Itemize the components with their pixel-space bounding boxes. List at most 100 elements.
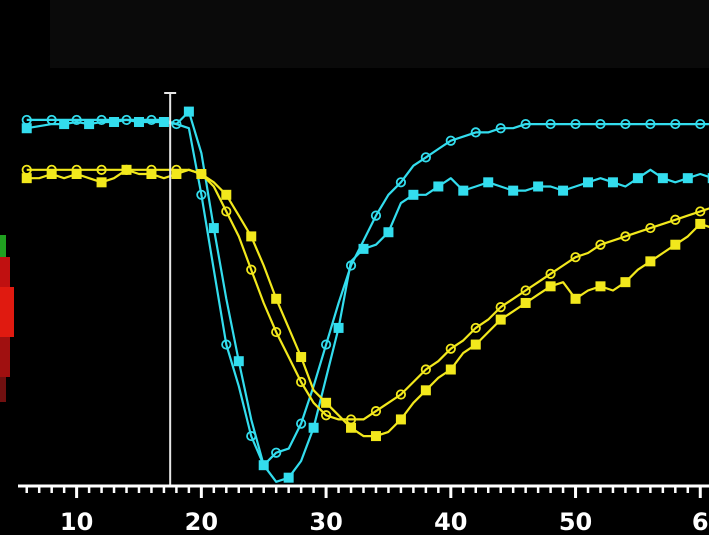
series-3-point — [695, 218, 706, 229]
series-4-point — [595, 239, 606, 250]
series-4-point — [171, 164, 182, 175]
series-3-point — [620, 277, 631, 288]
series-1-point — [208, 223, 219, 234]
series-4-point — [495, 302, 506, 313]
series-1-line — [26, 110, 709, 483]
series-2-point — [370, 210, 382, 221]
series-3-point — [271, 293, 282, 304]
x-tick-label: 40 — [434, 508, 467, 535]
x-tick-label: 6 — [692, 508, 709, 535]
series-1-point — [508, 185, 519, 196]
series-1-point — [408, 189, 419, 200]
series-1-point — [533, 181, 544, 192]
x-axis: 10 20 30 40 50 6 — [18, 484, 709, 535]
series-4-point — [645, 222, 656, 234]
series-2-point — [570, 118, 581, 130]
series-1-point — [308, 422, 319, 433]
series-2-point — [196, 189, 207, 200]
series-4-point — [570, 252, 581, 263]
series-2-point — [46, 114, 57, 126]
series-1-point — [558, 185, 569, 196]
series-4-line — [26, 168, 709, 421]
series-1-point — [84, 119, 95, 130]
series-3-point — [470, 339, 481, 350]
x-tick-label: 30 — [309, 508, 342, 535]
series-4-point — [520, 285, 531, 296]
series-4 — [21, 164, 709, 425]
series-3-point — [96, 177, 107, 188]
series-4-point — [545, 268, 556, 279]
series-1-point — [233, 356, 244, 367]
series-3-point — [520, 297, 531, 308]
series-4-point — [445, 343, 456, 354]
series-3-point — [395, 414, 406, 425]
series-1-point — [458, 185, 469, 196]
series-4-point — [620, 231, 631, 242]
series-3-point — [570, 293, 581, 304]
series-4-point — [320, 410, 332, 421]
series-4-point — [46, 164, 57, 175]
series-2-point — [121, 114, 132, 126]
series-2-point — [545, 118, 556, 130]
series-3-point — [321, 397, 332, 408]
series-2-line — [26, 118, 709, 467]
series-1-point — [21, 123, 32, 134]
series-2-point — [395, 177, 407, 188]
series-2-point — [71, 114, 82, 126]
series-3-point — [246, 231, 257, 242]
series-1-point — [358, 243, 369, 254]
series-2-point — [271, 447, 282, 458]
series-2-point — [470, 127, 481, 138]
series-2-point — [620, 118, 631, 130]
series-1-point — [283, 472, 294, 483]
series-3-point — [545, 281, 556, 292]
series-1-point — [632, 173, 643, 184]
series-2-point — [320, 339, 332, 350]
series-2-point — [345, 260, 357, 271]
series-4-point — [246, 264, 257, 275]
series-4-point — [21, 164, 32, 175]
series-1-point — [707, 173, 709, 184]
series-4-point — [470, 322, 481, 334]
series-1-point — [183, 106, 194, 117]
series-2-point — [96, 114, 107, 126]
series-1-point — [333, 322, 344, 333]
series-2-point — [695, 118, 706, 130]
series-4-point — [695, 206, 706, 217]
series-1-point — [59, 119, 70, 130]
color-scale-fragment — [0, 235, 14, 402]
series-2-point — [445, 135, 456, 146]
x-tick-label: 20 — [185, 508, 218, 535]
series-4-point — [221, 206, 232, 217]
series-4-point — [670, 214, 681, 225]
top-panel — [50, 0, 709, 68]
series-3-point — [645, 256, 656, 267]
series-3-point — [370, 431, 381, 442]
series-3-point — [445, 364, 456, 375]
series-3-point — [296, 352, 307, 363]
series-1-point — [607, 177, 618, 188]
series-2-point — [645, 118, 656, 130]
series-1-point — [109, 117, 120, 127]
series-4-point — [146, 164, 157, 175]
series-4-point — [71, 164, 82, 175]
series-2 — [21, 114, 709, 467]
series-4-point — [420, 364, 431, 375]
series-2-point — [595, 118, 606, 130]
series-2-point — [171, 118, 182, 130]
series-2-point — [296, 418, 307, 429]
series-4-point — [196, 168, 207, 180]
series-3-point — [420, 385, 431, 396]
series-1-point — [483, 177, 494, 188]
series-2-point — [670, 118, 681, 130]
x-tick-label: 10 — [60, 508, 93, 535]
series-1-point — [682, 173, 693, 184]
series-2-point — [495, 123, 506, 134]
series-1-point — [158, 117, 169, 127]
series-3-point — [670, 239, 681, 250]
series-3-point — [21, 173, 32, 184]
series-1-point — [433, 181, 444, 192]
series-4-point — [121, 164, 132, 175]
series-3-point — [495, 314, 506, 325]
series-2-point — [246, 430, 257, 442]
